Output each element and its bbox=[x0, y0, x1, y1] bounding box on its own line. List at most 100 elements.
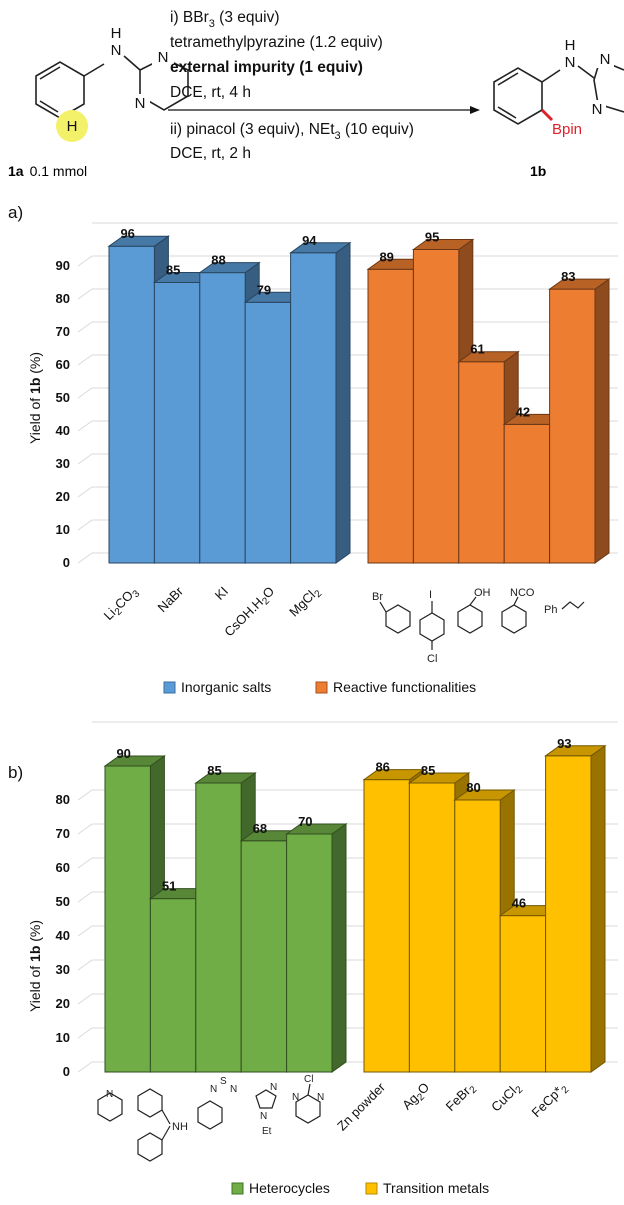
panel-b-label: b) bbox=[8, 763, 23, 782]
bar-front-face bbox=[240, 840, 288, 1073]
data-label-li2co3: 96 bbox=[120, 226, 134, 241]
bar-side-face bbox=[331, 823, 347, 1073]
reactant-n-atom: N bbox=[111, 42, 122, 59]
grid-line-depth bbox=[77, 1061, 93, 1073]
conditions-ii-sub: 3 bbox=[335, 130, 341, 142]
bar-top-face bbox=[103, 755, 166, 767]
ch-highlight bbox=[56, 110, 88, 142]
bar-top-face bbox=[362, 769, 425, 781]
chart-a-categories: Li2CO3 NaBr KI CsOH.H2O MgCl2 bbox=[101, 583, 325, 642]
legend-label-transition: Transition metals bbox=[383, 1180, 489, 1196]
grid-line-depth bbox=[77, 519, 93, 531]
category-label-zn-powder: Zn powder bbox=[334, 1079, 389, 1134]
conditions-i-sub: 3 bbox=[209, 18, 215, 30]
data-label-febr2: 80 bbox=[466, 780, 480, 795]
category-label-mgcl2: MgCl2 bbox=[286, 583, 324, 621]
structure-bromobenzene: Br bbox=[372, 591, 411, 634]
reactant-ch-hydrogen: H bbox=[67, 118, 78, 135]
reactant-nh-bond bbox=[83, 63, 105, 77]
bar-front-face bbox=[458, 361, 505, 564]
category-label-nabr: NaBr bbox=[155, 583, 187, 615]
reactant-label: 1a bbox=[8, 163, 24, 179]
product-benzene-ring bbox=[493, 67, 543, 125]
bar-2-chloropyrimidine bbox=[285, 823, 348, 1073]
reactant-amount: 0.1 mmol bbox=[30, 163, 88, 179]
svg-text:N: N bbox=[230, 1084, 237, 1095]
category-label-fecp2: FeCp*2 bbox=[529, 1079, 572, 1122]
bar-side-face bbox=[594, 278, 610, 564]
svg-text:Cl: Cl bbox=[304, 1074, 313, 1085]
chart-a-ylabel-suffix: (%) bbox=[27, 352, 43, 378]
chart-b-ylabel-suffix: (%) bbox=[27, 920, 43, 946]
conditions-ii-text: ii) pinacol (3 equiv), NEt bbox=[170, 121, 335, 138]
bar-front-face bbox=[153, 282, 201, 564]
y-tick-label: 30 bbox=[56, 456, 70, 471]
grid-line-depth bbox=[77, 823, 93, 835]
data-label-csoh-h2o: 79 bbox=[257, 282, 271, 297]
bar-mgcl2 bbox=[289, 241, 352, 564]
bar-front-face bbox=[286, 833, 333, 1073]
reaction-scheme: H N N N H 1a 0.1 mmol i) BBr3 (3 equiv) t… bbox=[8, 9, 624, 179]
chart-b-ylabel-bold: 1b bbox=[27, 946, 43, 962]
svg-text:N: N bbox=[317, 1092, 324, 1103]
y-tick-label: 60 bbox=[56, 860, 70, 875]
reactant-pyrimidine-n1: N bbox=[158, 49, 169, 66]
y-tick-label: 70 bbox=[56, 826, 70, 841]
category-label-csoh: CsOH.H2O bbox=[221, 584, 279, 642]
y-tick-label: 80 bbox=[56, 792, 70, 807]
bar-top-face bbox=[198, 262, 261, 274]
product-double-bond bbox=[497, 106, 517, 119]
grid-line-depth bbox=[77, 288, 93, 300]
grid-line-depth bbox=[77, 321, 93, 333]
data-label-benzothiadiazole: 85 bbox=[207, 763, 221, 778]
bar-front-face bbox=[408, 782, 456, 1073]
bar-top-face bbox=[411, 239, 475, 250]
grid-line-depth bbox=[77, 552, 93, 564]
conditions-i-tail: (3 equiv) bbox=[215, 9, 280, 26]
svg-text:I: I bbox=[429, 589, 432, 601]
conditions-ii-tail: (10 equiv) bbox=[341, 121, 414, 138]
svg-text:OH: OH bbox=[474, 587, 491, 599]
y-tick-label: 50 bbox=[56, 894, 70, 909]
grid-line-depth bbox=[77, 959, 93, 971]
svg-text:S: S bbox=[220, 1076, 227, 1087]
legend-swatch-reactive bbox=[315, 681, 328, 694]
chart-a-y-axis-label: Yield of 1b (%) bbox=[27, 352, 43, 444]
svg-text:N: N bbox=[270, 1082, 277, 1093]
y-tick-label: 50 bbox=[56, 390, 70, 405]
legend-label-inorganic: Inorganic salts bbox=[181, 679, 271, 695]
data-label-n-ethylimidazole: 68 bbox=[253, 821, 267, 836]
svg-text:N: N bbox=[210, 1084, 217, 1095]
bar-side-face bbox=[590, 744, 606, 1073]
data-label-pyridine: 90 bbox=[116, 746, 130, 761]
structure-ethylimidazole: N N Et bbox=[255, 1082, 277, 1137]
structure-phenyl-isocyanate: NCO bbox=[501, 587, 535, 634]
structure-carbazole: NH bbox=[137, 1088, 188, 1162]
bar-front-face bbox=[503, 423, 551, 564]
chart-b-plot: 0 10 20 30 40 50 60 70 80 90 51 85 68 70 86 85 80 46 93 bbox=[56, 721, 618, 1079]
chart-b: b) Yield of 1b (%) 0 10 20 30 40 50 60 70 80 90 51… bbox=[8, 721, 618, 1196]
bar-top-face bbox=[453, 789, 516, 801]
grid-line-depth bbox=[77, 354, 93, 366]
grid-line-depth bbox=[77, 993, 93, 1005]
svg-text:N: N bbox=[292, 1092, 299, 1103]
y-tick-label: 20 bbox=[56, 996, 70, 1011]
data-label-bromobenzene: 89 bbox=[379, 249, 393, 264]
structure-chloroiodobenzene: I Cl bbox=[419, 589, 445, 665]
chart-a-plot: 0 10 20 30 40 50 60 70 80 90 96 85 88 79 94 89 95 61 42 83 bbox=[56, 222, 618, 570]
y-tick-label: 10 bbox=[56, 522, 70, 537]
legend-swatch-inorganic bbox=[163, 681, 176, 694]
chart-a: a) Yield of 1b (%) 0 10 20 30 40 50 60 70 80 90 96… bbox=[8, 203, 618, 695]
grid-line-depth bbox=[77, 387, 93, 399]
conditions-line-5: ii) pinacol (3 equiv), NEt3 (10 equiv) bbox=[170, 121, 414, 142]
category-label-ki: KI bbox=[212, 584, 231, 603]
conditions-line-4: DCE, rt, 4 h bbox=[170, 84, 251, 101]
bar-top-face bbox=[107, 235, 170, 247]
y-tick-label: 90 bbox=[56, 258, 70, 273]
bar-4-chloroiodobenzene bbox=[411, 238, 475, 564]
y-tick-label: 40 bbox=[56, 423, 70, 438]
bar-front-face bbox=[104, 765, 151, 1073]
data-label-styrene: 83 bbox=[561, 269, 575, 284]
conditions-i-text: i) BBr bbox=[170, 9, 209, 26]
